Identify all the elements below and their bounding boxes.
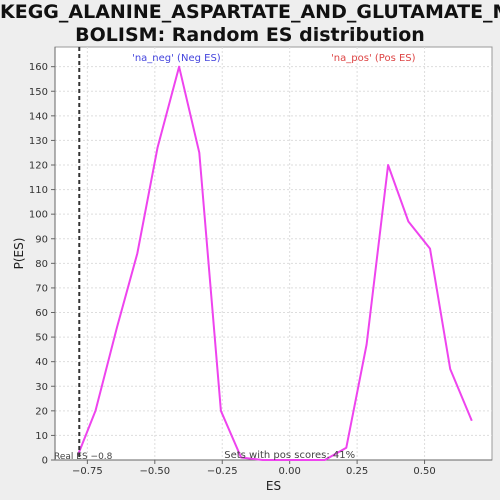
- chart-title-line-1: KEGG_ALANINE_ASPARTATE_AND_GLUTAMATE_MET…: [0, 1, 500, 23]
- y-tick-label: 30: [35, 382, 48, 393]
- x-axis: −0.75 −0.50 −0.25 0.00 0.25 0.50: [55, 459, 492, 477]
- y-tick-label: 70: [35, 283, 48, 294]
- x-tick-label: −0.50: [139, 466, 170, 477]
- y-tick-label: 110: [29, 185, 48, 196]
- grid-lines: [55, 47, 492, 461]
- x-tick-label: 0.25: [346, 466, 368, 477]
- y-tick-label: 80: [35, 259, 48, 270]
- y-tick-label: 50: [35, 333, 48, 344]
- x-tick-label: 0.50: [413, 466, 435, 477]
- x-axis-label: ES: [266, 479, 281, 493]
- es-distribution-line: [76, 65, 473, 461]
- neg-es-label: 'na_neg' (Neg ES): [132, 53, 221, 64]
- pos-scores-label: Sets with pos scores: 41%: [224, 450, 355, 461]
- series-group: [76, 65, 473, 461]
- chart-title: KEGG_ALANINE_ASPARTATE_AND_GLUTAMATE_MET…: [0, 1, 500, 47]
- y-tick-label: 160: [29, 62, 48, 73]
- plot-area: [54, 46, 493, 461]
- pos-es-label: 'na_pos' (Pos ES): [331, 53, 416, 64]
- y-tick-label: 100: [29, 210, 48, 221]
- y-tick-label: 140: [29, 111, 48, 122]
- y-tick-label: 10: [35, 431, 48, 442]
- chart-title-line-2: BOLISM: Random ES distribution: [75, 24, 425, 46]
- y-tick-label: 20: [35, 406, 48, 417]
- y-tick-label: 150: [29, 87, 48, 98]
- x-tick-label: −0.25: [207, 466, 238, 477]
- y-axis-label: P(ES): [12, 238, 26, 270]
- y-tick-label: 40: [35, 357, 48, 368]
- y-axis: 0 10 20 30 40 50 60 70 80 90 100 110 120 130 140 150 160: [29, 47, 56, 467]
- x-tick-label: −0.75: [72, 466, 103, 477]
- y-tick-label: 120: [29, 161, 48, 172]
- y-tick-label: 130: [29, 136, 48, 147]
- y-tick-label: 0: [42, 456, 48, 467]
- y-tick-label: 60: [35, 308, 48, 319]
- y-tick-label: 90: [35, 234, 48, 245]
- x-tick-label: 0.00: [279, 466, 301, 477]
- real-es-label: Real ES −0.8: [54, 452, 113, 462]
